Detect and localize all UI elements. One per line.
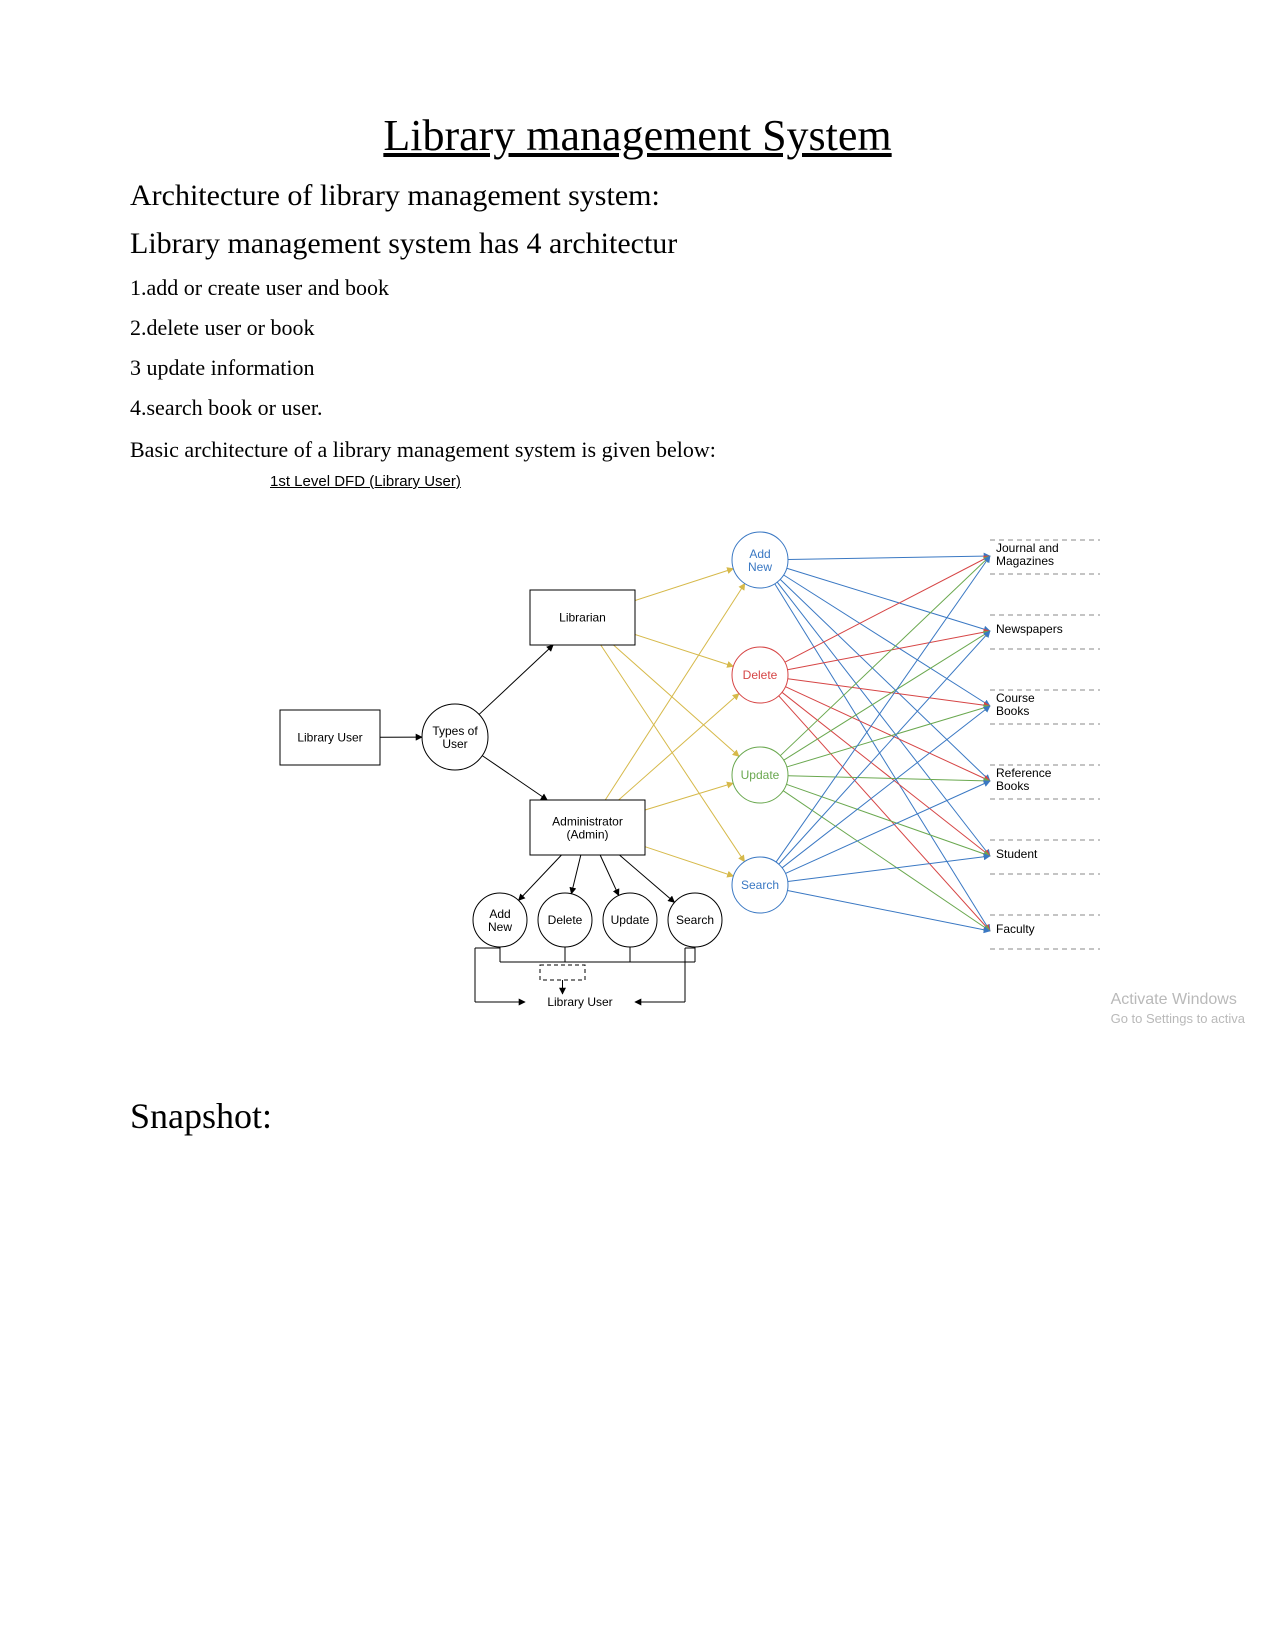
svg-text:Search: Search <box>741 878 779 892</box>
svg-text:CourseBooks: CourseBooks <box>996 691 1035 718</box>
svg-text:Delete: Delete <box>743 668 778 682</box>
svg-text:ReferenceBooks: ReferenceBooks <box>996 766 1052 793</box>
svg-text:Newspapers: Newspapers <box>996 622 1063 636</box>
svg-text:Delete: Delete <box>548 913 583 927</box>
svg-text:Faculty: Faculty <box>996 922 1035 936</box>
list-item: 2.delete user or book <box>130 315 1145 341</box>
svg-text:AddNew: AddNew <box>488 907 512 934</box>
subtitle-1: Architecture of library management syste… <box>130 179 1145 213</box>
snapshot-heading: Snapshot: <box>130 1095 1145 1137</box>
svg-text:Library User: Library User <box>297 731 362 745</box>
list-item: 1.add or create user and book <box>130 275 1145 301</box>
activate-windows-watermark: Activate Windows Go to Settings to activ… <box>1111 990 1245 1028</box>
dfd-diagram: Library UserLibrary UserLibrarianAdminis… <box>270 500 1145 1035</box>
watermark-line2: Go to Settings to activa <box>1111 1011 1245 1028</box>
subtitle-2: Library management system has 4 architec… <box>130 227 1145 261</box>
svg-text:Update: Update <box>741 768 780 782</box>
svg-text:Update: Update <box>611 913 650 927</box>
list-item: 3 update information <box>130 355 1145 381</box>
diagram-title: 1st Level DFD (Library User) <box>270 473 1145 490</box>
svg-text:Librarian: Librarian <box>559 611 606 625</box>
watermark-line1: Activate Windows <box>1111 990 1245 1011</box>
diagram-caption: Basic architecture of a library manageme… <box>130 437 1145 463</box>
svg-text:Journal andMagazines: Journal andMagazines <box>996 541 1059 568</box>
svg-text:AddNew: AddNew <box>748 547 772 574</box>
page-title: Library management System <box>130 110 1145 161</box>
svg-text:Search: Search <box>676 913 714 927</box>
svg-text:Student: Student <box>996 847 1038 861</box>
list-item: 4.search book or user. <box>130 395 1145 421</box>
svg-text:Library User: Library User <box>547 995 612 1009</box>
